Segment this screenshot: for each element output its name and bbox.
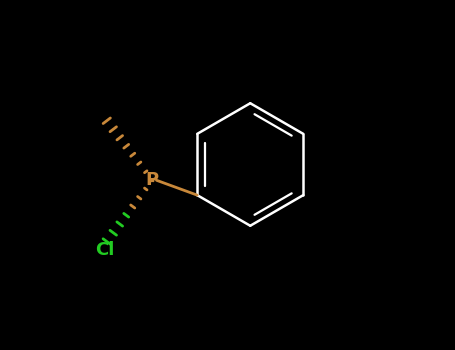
Text: Cl: Cl — [95, 241, 115, 259]
Text: P: P — [146, 171, 159, 189]
